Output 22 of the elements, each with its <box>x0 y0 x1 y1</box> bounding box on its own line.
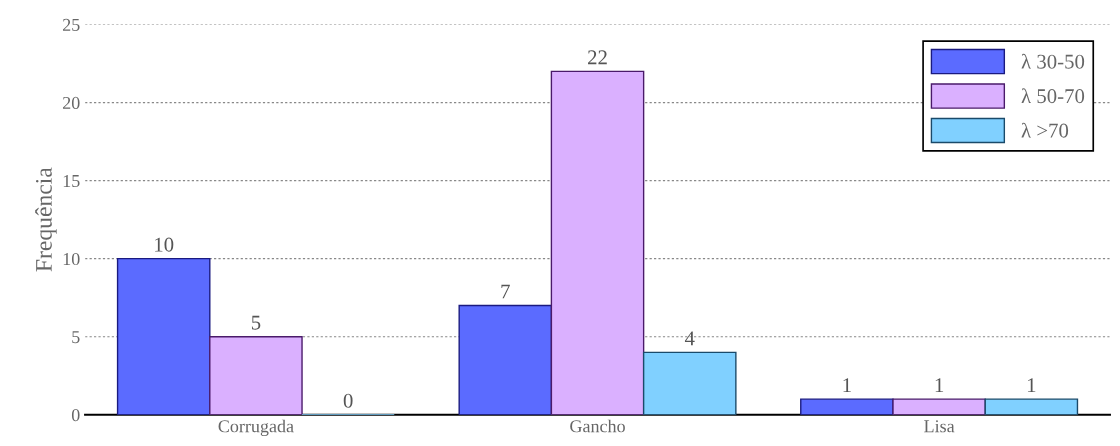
data-label: 10 <box>155 237 174 252</box>
data-label: 1 <box>843 378 851 392</box>
y-tick-label: 20 <box>63 96 80 110</box>
y-axis-title: Frequência <box>35 167 57 272</box>
data-label: 22 <box>588 50 607 65</box>
legend-label: λ >70 <box>1021 122 1069 138</box>
y-tick-label: 5 <box>72 331 80 344</box>
data-label: 7 <box>501 284 510 299</box>
data-label: 1 <box>935 378 944 392</box>
y-tick-label: 10 <box>63 252 80 266</box>
y-tick-label: 15 <box>63 174 80 188</box>
y-tick-label: 0 <box>71 409 80 422</box>
y-tick-label: 25 <box>63 18 80 31</box>
x-tick-label: Corrugada <box>218 419 294 437</box>
x-tick-label: Gancho <box>570 419 625 433</box>
legend-label: λ 50-70 <box>1021 88 1085 104</box>
data-label: 0 <box>343 393 353 408</box>
data-label: 4 <box>684 331 695 346</box>
x-tick-label: Lisa <box>924 420 955 433</box>
legend-label: λ 30-50 <box>1021 53 1085 69</box>
data-label: 1 <box>1027 378 1036 392</box>
data-label: 5 <box>251 315 261 330</box>
